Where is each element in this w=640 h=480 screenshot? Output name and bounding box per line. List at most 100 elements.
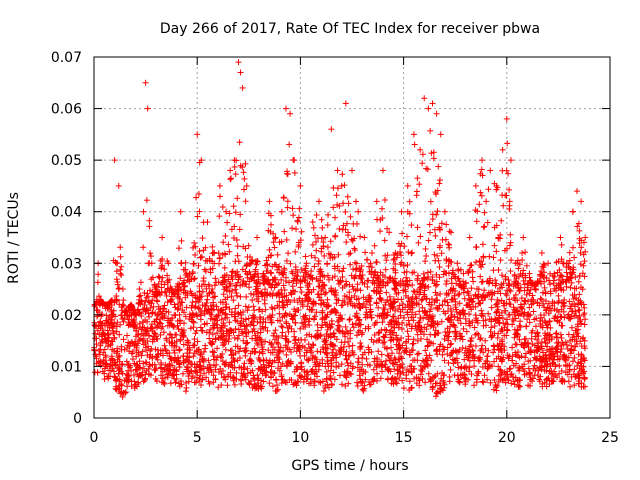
data-point [205,357,212,364]
data-point [140,378,147,385]
data-point [491,377,498,384]
data-point [439,351,446,358]
data-point [180,287,187,294]
data-point [243,182,250,189]
data-point [230,203,237,210]
data-point [354,364,361,371]
data-point [287,110,294,117]
data-point [210,325,217,332]
data-point [425,370,432,377]
data-point [235,302,242,309]
data-point [507,268,514,275]
data-point [400,314,407,321]
data-point [297,284,304,291]
data-point [379,368,386,375]
data-point [247,378,254,385]
data-point [507,365,514,372]
data-point [198,293,205,300]
data-point [254,319,261,326]
data-point [139,348,146,355]
data-point [97,362,104,369]
data-point [466,364,473,371]
data-point [565,311,572,318]
data-point [469,274,476,281]
data-point [229,276,236,283]
data-point [244,307,251,314]
data-point [333,192,340,199]
data-point [445,262,452,269]
data-point [120,297,127,304]
data-point [385,279,392,286]
data-point [403,375,410,382]
data-point [191,239,198,246]
data-point [212,366,219,373]
data-point [171,339,178,346]
data-point [232,171,239,178]
data-point [268,270,275,277]
data-point [203,329,210,336]
data-point [403,233,410,240]
data-point [115,354,122,361]
data-point [196,306,203,313]
data-point [381,334,388,341]
data-point [558,241,565,248]
data-point [567,383,574,390]
data-point [170,372,177,379]
data-point [255,274,262,281]
data-point [485,186,492,193]
data-point [419,151,426,158]
data-point [226,319,233,326]
data-point [579,270,586,277]
data-point [143,197,150,204]
data-point [197,316,204,323]
data-point [224,219,231,226]
data-point [457,266,464,273]
data-point [539,263,546,270]
data-point [216,254,223,261]
data-point [194,295,201,302]
data-point [380,305,387,312]
data-point [114,319,121,326]
data-point [482,337,489,344]
data-point [268,363,275,370]
data-point [439,301,446,308]
data-point [493,300,500,307]
data-point [498,272,505,279]
data-point [366,381,373,388]
data-point [438,318,445,325]
data-point [479,157,486,164]
data-point [519,250,526,257]
data-point [448,229,455,236]
data-point [519,305,526,312]
data-point [314,327,321,334]
data-point [530,308,537,315]
data-point [308,268,315,275]
data-point [521,309,528,316]
y-tick-label: 0.02 [51,308,82,324]
data-point [137,292,144,299]
data-point [342,352,349,359]
data-point [542,298,549,305]
data-point [512,291,519,298]
data-point [490,267,497,274]
data-point [384,375,391,382]
data-point [328,126,335,133]
data-point [427,127,434,134]
data-point [434,252,441,259]
data-point [432,289,439,296]
data-point [431,251,438,258]
data-point [105,373,112,380]
data-point [135,331,142,338]
data-point [348,371,355,378]
data-point [516,383,523,390]
data-point [324,345,331,352]
data-point [202,303,209,310]
data-point [526,370,533,377]
data-point [266,246,273,253]
data-point [362,304,369,311]
data-point [290,212,297,219]
data-point [542,307,549,314]
data-point [352,198,359,205]
data-point [582,316,589,323]
